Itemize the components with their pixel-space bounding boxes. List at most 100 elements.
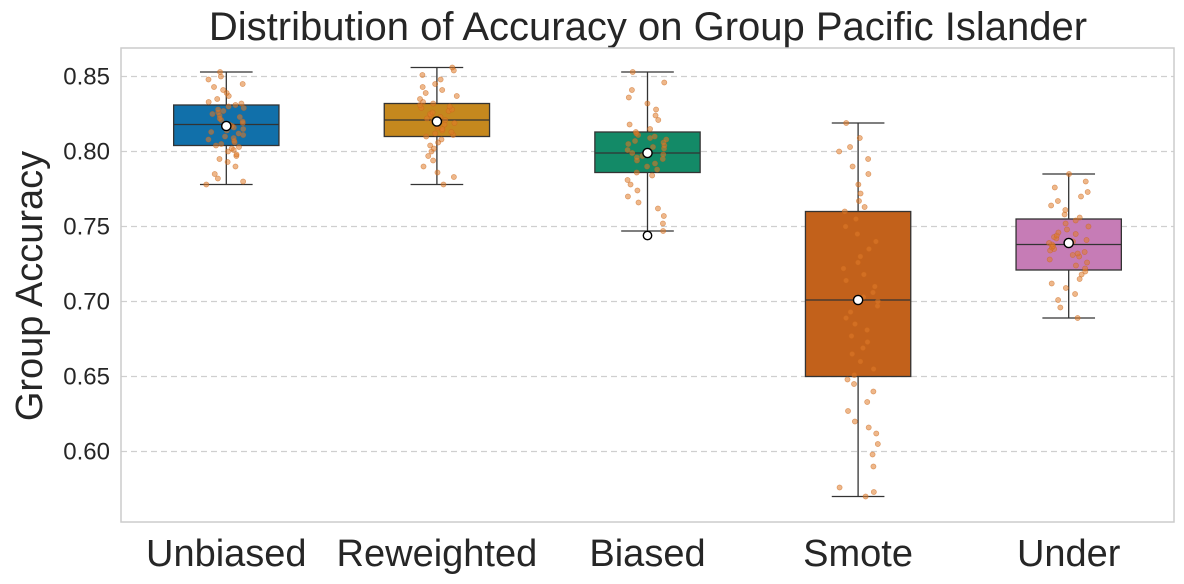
data-point bbox=[836, 484, 843, 491]
data-point bbox=[660, 228, 667, 234]
data-point bbox=[240, 126, 247, 132]
data-point bbox=[625, 94, 632, 101]
data-point bbox=[211, 171, 218, 177]
data-point bbox=[862, 493, 869, 500]
data-point bbox=[855, 181, 862, 188]
data-point bbox=[425, 153, 432, 159]
mean-marker bbox=[220, 120, 232, 132]
data-point bbox=[203, 181, 210, 188]
data-point bbox=[230, 135, 237, 141]
data-point bbox=[624, 147, 631, 153]
data-point bbox=[856, 135, 863, 141]
data-point bbox=[851, 381, 857, 387]
data-point bbox=[644, 163, 650, 170]
data-point bbox=[855, 259, 861, 266]
data-point bbox=[205, 99, 212, 105]
data-point bbox=[239, 118, 246, 125]
data-point bbox=[442, 117, 449, 123]
data-point bbox=[625, 193, 631, 200]
data-point bbox=[864, 327, 871, 333]
data-point bbox=[209, 111, 216, 117]
data-point bbox=[847, 144, 853, 150]
data-point bbox=[225, 103, 232, 110]
data-point bbox=[624, 177, 631, 183]
data-point bbox=[626, 121, 633, 128]
data-point bbox=[1076, 214, 1083, 221]
data-point bbox=[218, 141, 225, 147]
data-point bbox=[217, 69, 223, 75]
data-point bbox=[644, 100, 651, 107]
data-point bbox=[424, 115, 430, 122]
data-point bbox=[216, 156, 223, 162]
data-point bbox=[240, 178, 247, 185]
data-point bbox=[848, 333, 855, 339]
data-point bbox=[856, 198, 862, 204]
data-point bbox=[840, 265, 847, 272]
data-point bbox=[1055, 297, 1062, 303]
data-point bbox=[224, 159, 231, 165]
data-point bbox=[434, 169, 441, 176]
data-point bbox=[1046, 256, 1053, 263]
data-point bbox=[871, 283, 878, 290]
data-point bbox=[865, 424, 872, 431]
data-point bbox=[854, 231, 861, 237]
box-group-biased bbox=[594, 69, 701, 241]
data-point bbox=[1069, 252, 1076, 258]
data-point bbox=[1051, 184, 1058, 191]
data-point bbox=[655, 117, 662, 123]
data-point bbox=[652, 160, 658, 167]
data-point bbox=[211, 84, 217, 90]
data-point bbox=[1074, 250, 1081, 257]
data-point bbox=[864, 339, 871, 345]
data-point bbox=[422, 90, 429, 96]
data-point bbox=[851, 418, 858, 425]
data-point bbox=[653, 106, 659, 113]
data-point bbox=[439, 87, 446, 93]
data-point bbox=[661, 79, 668, 86]
x-tick-label: Unbiased bbox=[146, 533, 307, 575]
data-point bbox=[220, 87, 227, 93]
mean-marker bbox=[431, 116, 443, 127]
data-point bbox=[1048, 202, 1055, 209]
data-point bbox=[214, 175, 221, 182]
data-point bbox=[843, 120, 850, 126]
iqr-box bbox=[804, 210, 912, 378]
data-point bbox=[874, 441, 881, 447]
data-point bbox=[634, 187, 641, 194]
data-point bbox=[652, 112, 659, 119]
data-point bbox=[861, 204, 868, 210]
chart-title: Distribution of Accuracy on Group Pacifi… bbox=[209, 5, 1087, 49]
data-point bbox=[874, 298, 881, 305]
data-point bbox=[625, 141, 632, 147]
data-point bbox=[1082, 265, 1089, 272]
data-point bbox=[836, 148, 843, 155]
data-point bbox=[870, 289, 876, 296]
data-point bbox=[417, 96, 423, 102]
data-point bbox=[419, 84, 426, 90]
data-point bbox=[437, 76, 444, 83]
box-group-smote bbox=[804, 120, 912, 500]
mean-marker bbox=[852, 294, 864, 306]
y-axis-label: Group Accuracy bbox=[9, 151, 51, 421]
data-point bbox=[843, 277, 849, 284]
data-point bbox=[861, 271, 867, 278]
y-tick-label: 0.85 bbox=[63, 64, 110, 91]
data-point bbox=[633, 169, 640, 176]
data-point bbox=[870, 388, 877, 395]
mean-marker bbox=[1063, 237, 1074, 249]
data-point bbox=[843, 315, 849, 321]
data-point bbox=[1078, 271, 1085, 278]
boxes bbox=[172, 64, 1122, 500]
data-point bbox=[849, 163, 856, 170]
data-point bbox=[853, 216, 859, 222]
data-point bbox=[860, 345, 866, 351]
data-point bbox=[228, 145, 235, 152]
data-point bbox=[660, 213, 667, 219]
data-point bbox=[870, 489, 877, 495]
data-point bbox=[215, 106, 221, 113]
y-axis-ticks: 0.60 0.65 0.70 0.75 0.80 0.85 bbox=[63, 64, 110, 466]
data-point bbox=[432, 81, 439, 87]
data-point bbox=[438, 136, 445, 143]
y-tick-label: 0.65 bbox=[63, 364, 110, 391]
data-point bbox=[430, 145, 437, 152]
